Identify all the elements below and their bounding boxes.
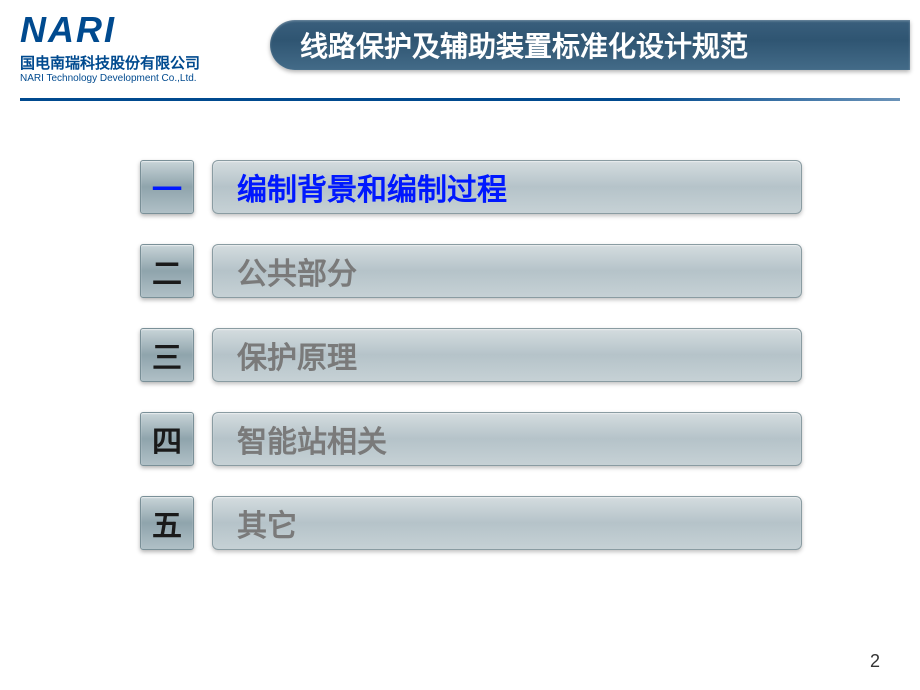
toc-number-1: 一 <box>140 160 194 214</box>
toc-label-2: 公共部分 <box>212 244 802 298</box>
header-divider <box>20 98 900 101</box>
table-of-contents: 一 编制背景和编制过程 二 公共部分 三 保护原理 四 智能站相关 五 其它 <box>140 160 920 550</box>
toc-number-5: 五 <box>140 496 194 550</box>
logo-subtitle-en: NARI Technology Development Co.,Ltd. <box>20 73 260 84</box>
logo-block: NARI 国电南瑞科技股份有限公司 NARI Technology Develo… <box>20 12 260 84</box>
toc-number-2: 二 <box>140 244 194 298</box>
page-title: 线路保护及辅助装置标准化设计规范 <box>270 20 910 70</box>
logo-main: NARI <box>20 12 260 48</box>
page-number: 2 <box>870 651 880 672</box>
logo-subtitle-cn: 国电南瑞科技股份有限公司 <box>20 52 260 73</box>
toc-label-4: 智能站相关 <box>212 412 802 466</box>
toc-row: 二 公共部分 <box>140 244 920 298</box>
toc-number-3: 三 <box>140 328 194 382</box>
toc-label-1: 编制背景和编制过程 <box>212 160 802 214</box>
toc-row: 五 其它 <box>140 496 920 550</box>
toc-label-3: 保护原理 <box>212 328 802 382</box>
toc-row: 一 编制背景和编制过程 <box>140 160 920 214</box>
toc-row: 三 保护原理 <box>140 328 920 382</box>
slide-header: NARI 国电南瑞科技股份有限公司 NARI Technology Develo… <box>0 0 920 90</box>
toc-label-5: 其它 <box>212 496 802 550</box>
toc-number-4: 四 <box>140 412 194 466</box>
toc-row: 四 智能站相关 <box>140 412 920 466</box>
